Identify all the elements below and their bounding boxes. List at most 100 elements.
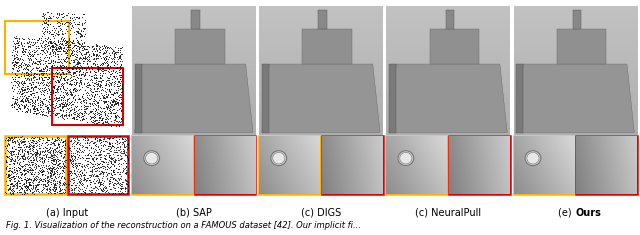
Point — [22, 110, 32, 113]
Point — [73, 40, 83, 44]
Point — [59, 152, 69, 156]
Point — [38, 26, 49, 29]
Point — [113, 185, 124, 189]
Point — [9, 189, 19, 192]
Point — [44, 109, 54, 113]
Point — [111, 66, 122, 70]
Point — [86, 185, 96, 189]
Point — [40, 30, 50, 33]
Point — [29, 177, 40, 180]
Point — [19, 42, 29, 45]
Point — [49, 14, 59, 17]
Point — [17, 49, 28, 53]
Point — [42, 41, 52, 45]
Point — [116, 52, 127, 56]
Bar — [576, 136, 637, 194]
Point — [50, 185, 60, 189]
Point — [96, 110, 106, 114]
Point — [12, 36, 22, 40]
Point — [36, 109, 46, 113]
Point — [40, 38, 50, 41]
Point — [75, 68, 85, 72]
Point — [4, 186, 15, 189]
Point — [74, 107, 84, 111]
Point — [46, 92, 56, 96]
Point — [100, 165, 110, 169]
Point — [102, 147, 113, 151]
Point — [90, 185, 100, 188]
Point — [41, 64, 51, 68]
Point — [88, 52, 98, 55]
Point — [61, 14, 71, 17]
Point — [45, 172, 56, 176]
Point — [72, 150, 82, 153]
Point — [104, 106, 114, 110]
Point — [54, 20, 64, 24]
Point — [118, 151, 128, 155]
Point — [84, 59, 95, 62]
Point — [65, 73, 76, 76]
Point — [77, 48, 88, 52]
Point — [104, 80, 114, 84]
Point — [78, 92, 88, 96]
Point — [102, 163, 113, 166]
Point — [47, 137, 57, 140]
Point — [66, 160, 76, 164]
Point — [118, 167, 129, 170]
Point — [66, 138, 76, 141]
Point — [122, 175, 132, 179]
Point — [53, 84, 63, 88]
Point — [100, 174, 111, 177]
Point — [39, 169, 49, 173]
Point — [76, 35, 86, 38]
Point — [12, 190, 22, 194]
Point — [27, 86, 37, 89]
Point — [97, 47, 108, 51]
Point — [81, 146, 91, 149]
Point — [55, 44, 65, 48]
Point — [6, 60, 17, 64]
Point — [88, 115, 99, 119]
Polygon shape — [262, 64, 380, 133]
Point — [93, 66, 104, 70]
Point — [25, 155, 35, 159]
Point — [10, 45, 20, 49]
Point — [81, 48, 92, 51]
Point — [34, 36, 44, 40]
Point — [29, 93, 40, 97]
Point — [93, 137, 104, 141]
Point — [52, 145, 62, 149]
Point — [46, 158, 56, 162]
Point — [88, 90, 98, 94]
Point — [99, 44, 109, 47]
Point — [81, 67, 91, 71]
Point — [48, 51, 58, 55]
Point — [73, 26, 83, 30]
Point — [69, 89, 79, 93]
Point — [36, 160, 47, 163]
Point — [77, 145, 87, 149]
Point — [59, 82, 69, 85]
Point — [43, 179, 53, 183]
Point — [23, 169, 33, 173]
Point — [1, 143, 12, 146]
Point — [108, 158, 118, 162]
Point — [108, 49, 118, 52]
Point — [43, 99, 53, 103]
Point — [112, 71, 122, 75]
Point — [22, 169, 32, 173]
Point — [83, 80, 93, 83]
Point — [11, 36, 21, 40]
Point — [29, 111, 39, 115]
Point — [22, 73, 32, 77]
Point — [59, 102, 69, 106]
Point — [91, 156, 101, 160]
Point — [7, 53, 17, 57]
Point — [28, 74, 38, 77]
Point — [47, 63, 58, 67]
Point — [8, 104, 19, 108]
Point — [42, 49, 52, 53]
Point — [113, 86, 123, 90]
Point — [86, 67, 97, 71]
Point — [19, 167, 29, 171]
